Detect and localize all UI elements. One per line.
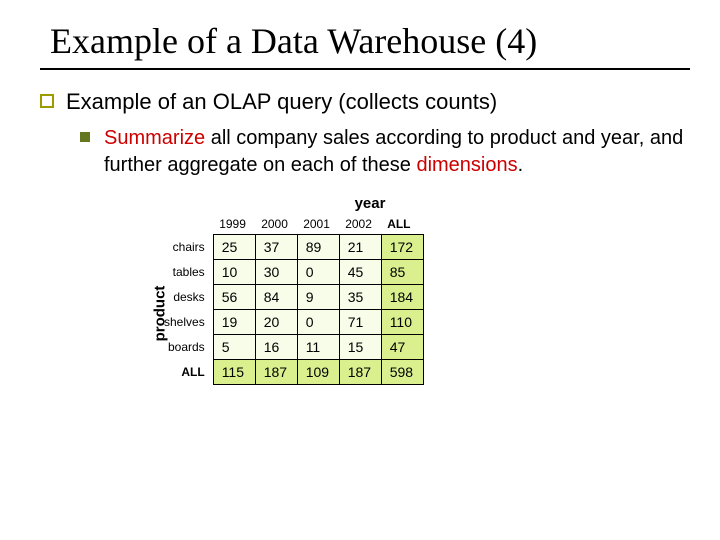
row-header: chairs <box>160 234 213 259</box>
table-cell: 184 <box>381 284 423 309</box>
table-cell: 37 <box>255 234 297 259</box>
table-cell: 9 <box>297 284 339 309</box>
table-cell: 109 <box>297 359 339 384</box>
bullet-1-text: Example of an OLAP query (collects count… <box>66 88 497 117</box>
table-cell: 598 <box>381 359 423 384</box>
table-cell: 11 <box>297 334 339 359</box>
title-underline <box>40 68 690 70</box>
table-row: tables103004585 <box>160 259 423 284</box>
table-cell: 0 <box>297 309 339 334</box>
table-row: ALL115187109187598 <box>160 359 423 384</box>
olap-table-area: year product Data cube 1999200020012002A… <box>160 195 690 385</box>
bullet-level-2: Summarize all company sales according to… <box>80 125 690 179</box>
table-cell: 85 <box>381 259 423 284</box>
keyword-dimensions: dimensions <box>416 154 517 176</box>
table-cell: 21 <box>339 234 381 259</box>
year-axis-label: year <box>230 195 510 212</box>
table-header-row: 1999200020012002ALL <box>160 214 423 235</box>
table-cell: 20 <box>255 309 297 334</box>
table-body: chairs25378921172tables103004585desks568… <box>160 234 423 384</box>
col-header: 2001 <box>297 214 339 235</box>
table-cell: 5 <box>213 334 255 359</box>
table-cell: 30 <box>255 259 297 284</box>
sub-bullet-text: Summarize all company sales according to… <box>104 125 690 179</box>
table-row: chairs25378921172 <box>160 234 423 259</box>
col-header: ALL <box>381 214 423 235</box>
product-axis-label: product <box>151 285 168 341</box>
row-header: tables <box>160 259 213 284</box>
bullet-box-icon <box>40 94 54 108</box>
olap-table: 1999200020012002ALL chairs25378921172tab… <box>160 214 424 385</box>
table-cell: 89 <box>297 234 339 259</box>
slide-title: Example of a Data Warehouse (4) <box>50 20 690 62</box>
table-cell: 172 <box>381 234 423 259</box>
table-cell: 110 <box>381 309 423 334</box>
table-cell: 187 <box>255 359 297 384</box>
keyword-summarize: Summarize <box>104 127 205 149</box>
table-cell: 45 <box>339 259 381 284</box>
bullet-level-1: Example of an OLAP query (collects count… <box>40 88 690 117</box>
bullet-square-icon <box>80 132 90 142</box>
col-header: 1999 <box>213 214 255 235</box>
table-cell: 187 <box>339 359 381 384</box>
table-cell: 15 <box>339 334 381 359</box>
col-header: 2002 <box>339 214 381 235</box>
table-cell: 19 <box>213 309 255 334</box>
table-cell: 10 <box>213 259 255 284</box>
table-cell: 71 <box>339 309 381 334</box>
table-cell: 115 <box>213 359 255 384</box>
table-cell: 84 <box>255 284 297 309</box>
col-header: 2000 <box>255 214 297 235</box>
sub-text-post: . <box>518 154 524 176</box>
table-row: desks5684935184 <box>160 284 423 309</box>
table-cell: 35 <box>339 284 381 309</box>
table-cell: 25 <box>213 234 255 259</box>
table-cell: 56 <box>213 284 255 309</box>
table-cell: 47 <box>381 334 423 359</box>
table-cell: 0 <box>297 259 339 284</box>
table-row: boards516111547 <box>160 334 423 359</box>
table-cell: 16 <box>255 334 297 359</box>
corner-cell <box>160 214 213 235</box>
row-header: ALL <box>160 359 213 384</box>
table-row: shelves1920071110 <box>160 309 423 334</box>
